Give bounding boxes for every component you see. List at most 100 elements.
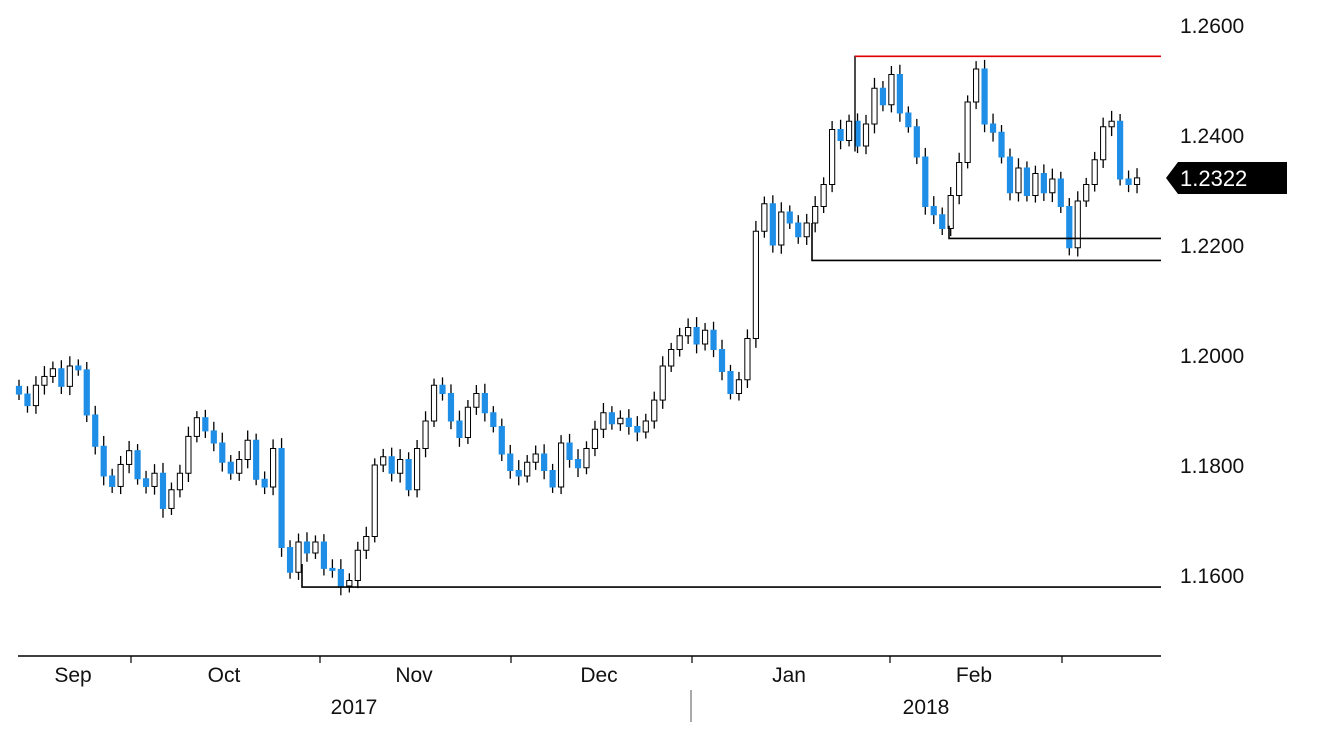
candle: [244, 430, 251, 469]
candle-body-down: [795, 222, 802, 238]
candle-body-up: [752, 230, 759, 339]
candle: [100, 435, 107, 486]
candle: [236, 451, 243, 481]
y-tick-label: 1.1600: [1180, 565, 1244, 588]
candle: [608, 406, 615, 430]
candle-body-up: [193, 417, 200, 437]
candle-body-up: [820, 184, 827, 207]
candle: [286, 540, 294, 579]
candle-body-up: [744, 338, 751, 381]
candle-body-down: [24, 393, 31, 407]
candle: [176, 464, 184, 498]
candle: [92, 405, 99, 455]
candle-body-down: [1125, 178, 1132, 185]
candle-body-down: [905, 112, 912, 128]
candle-body-down: [515, 470, 522, 477]
candle-body-up: [1133, 177, 1141, 185]
x-month-label: Dec: [580, 664, 617, 687]
candle-body-down: [727, 371, 734, 394]
candle: [549, 463, 556, 493]
candle-body-up: [557, 442, 565, 488]
candle: [261, 471, 268, 495]
candle-body-up: [659, 365, 666, 401]
candle-body-up: [41, 375, 48, 386]
candle: [659, 356, 666, 409]
candle-body-down: [693, 327, 700, 345]
candle-body-down: [278, 448, 285, 548]
candle: [253, 433, 260, 486]
candle-body-down: [219, 442, 226, 463]
candle-body-up: [1100, 126, 1107, 161]
candle-body-down: [634, 426, 641, 433]
candle: [786, 205, 793, 229]
candle: [854, 113, 861, 154]
last-price-marker: 1.2322: [1166, 162, 1287, 194]
last-price-label: 1.2322: [1180, 166, 1247, 191]
candle-body-down: [1006, 156, 1014, 194]
candle: [320, 534, 328, 576]
candle: [295, 533, 302, 580]
candle-body-down: [854, 120, 861, 147]
candle-body-down: [625, 417, 632, 427]
candle: [312, 535, 319, 559]
candle-body-up: [524, 461, 531, 477]
candle-body-up: [1049, 178, 1056, 194]
candle-body-down: [447, 393, 455, 422]
candle: [973, 61, 980, 110]
candle: [574, 449, 582, 478]
y-tick-label: 1.1800: [1180, 455, 1244, 478]
candle-body-down: [261, 478, 268, 488]
candle: [456, 410, 463, 447]
candle-body-down: [388, 456, 395, 474]
candle: [329, 559, 336, 578]
candle: [15, 379, 23, 400]
support-line-upper: [948, 225, 1161, 240]
candle: [795, 215, 802, 244]
candle-body-up: [761, 203, 768, 232]
candle-body-down: [202, 417, 209, 432]
candle-body-down: [134, 450, 141, 480]
candle-body-up: [117, 463, 124, 487]
candle: [388, 447, 395, 482]
candle-body-up: [845, 120, 853, 141]
candle-body-up: [126, 450, 133, 465]
candle-body-down: [329, 567, 336, 571]
candle: [685, 318, 692, 344]
candle: [126, 440, 133, 474]
candle-body-up: [888, 74, 895, 106]
candle: [270, 439, 277, 496]
x-year-label: 2018: [903, 696, 950, 719]
x-month-label: Oct: [208, 664, 241, 687]
candle: [625, 409, 632, 435]
candle-body-down: [549, 470, 556, 488]
candle: [617, 410, 624, 431]
candle-body-down: [769, 203, 776, 246]
candle-body-down: [939, 214, 946, 229]
candle: [210, 421, 217, 452]
candle: [363, 526, 370, 560]
candle: [727, 364, 734, 400]
candle-body-down: [142, 478, 150, 487]
candle-body-up: [617, 417, 624, 425]
candle: [600, 403, 607, 439]
candle: [1117, 114, 1124, 186]
candle: [668, 342, 675, 372]
candle: [24, 386, 31, 413]
candle-body-up: [295, 541, 302, 573]
candle-body-up: [964, 101, 971, 163]
candle-body-up: [1091, 159, 1098, 185]
candle: [109, 468, 116, 493]
candle-body-down: [879, 87, 887, 106]
candle-body-down: [1040, 173, 1047, 194]
candle-body-down: [100, 445, 107, 477]
candle: [413, 440, 421, 498]
candle: [761, 196, 768, 238]
candle: [405, 452, 412, 497]
candle: [803, 213, 810, 245]
candle: [862, 114, 870, 155]
candle-body-down: [337, 569, 344, 587]
candle: [303, 532, 311, 562]
support-line-lower: [301, 564, 1161, 588]
candle-body-up: [642, 420, 649, 433]
candle-body-down: [786, 211, 793, 224]
